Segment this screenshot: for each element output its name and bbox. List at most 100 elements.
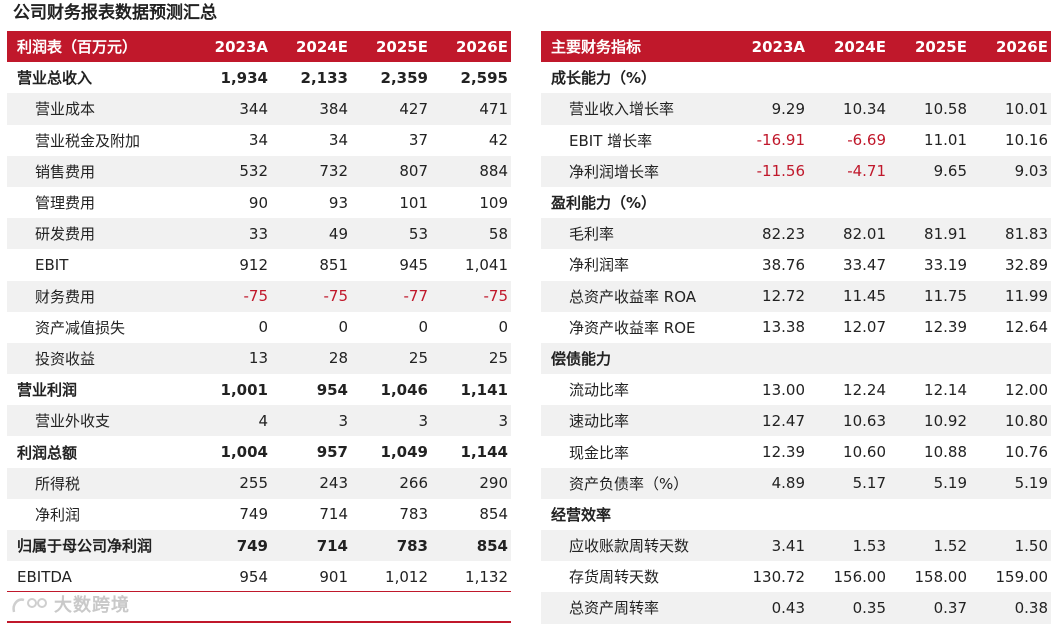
table-row: 资产减值损失 0 0 0 0 (7, 312, 511, 343)
cell-value: 81.91 (889, 218, 970, 250)
cell-value (970, 62, 1051, 93)
cell-value: 12.72 (727, 280, 808, 312)
cell-value: 0.37 (889, 592, 970, 624)
row-label: 净利润率 (569, 256, 630, 275)
cell-value: 957 (316, 443, 348, 462)
table-row: 营业成本 344 384 427 471 (7, 93, 511, 125)
cell-value: 1,934 (220, 68, 268, 87)
cell-value: 109 (479, 193, 508, 212)
financial-indicators-table: 主要财务指标 2023A 2024E 2025E 2026E 成长能力（%） 营业收入增长率… (541, 31, 1051, 624)
cell-value (889, 62, 970, 93)
cell-value: 12.39 (762, 443, 805, 462)
cell-value: 4 (191, 405, 271, 437)
cell-value (970, 187, 1051, 218)
row-label: 营业外收支 (7, 405, 191, 437)
cell-value: 81.83 (970, 218, 1051, 250)
cell-value: 732 (271, 155, 351, 187)
cell-value: -75 (431, 280, 511, 312)
cell-value: 34 (248, 131, 268, 150)
header-year: 2023A (191, 31, 271, 63)
row-label: EBIT (35, 255, 69, 274)
cell-value: -4.71 (808, 155, 889, 187)
cell-value: 42 (488, 131, 508, 150)
table-header-row: 主要财务指标 2023A 2024E 2025E 2026E (541, 31, 1051, 63)
table-row: 销售费用 532 732 807 884 (7, 155, 511, 187)
cell-value (727, 187, 808, 218)
cell-value: 158.00 (914, 567, 968, 586)
table-row: 存货周转天数 130.72 156.00 158.00 159.00 (541, 561, 1051, 592)
row-label: 毛利率 (541, 218, 727, 250)
cell-value: 53 (351, 218, 431, 250)
cell-value (970, 342, 1051, 375)
row-label: 利润总额 (17, 443, 78, 462)
row-label: 净利润增长率 (541, 155, 727, 187)
header-label: 利润表（百万元） (7, 31, 191, 63)
cell-value: 82.01 (808, 218, 889, 250)
cell-value: 159.00 (995, 567, 1049, 586)
income-statement-table: 利润表（百万元） 2023A 2024E 2025E 2026E 营业总收入 1,934 2,… (7, 31, 511, 592)
cell-value (808, 62, 889, 93)
table-row: 经营效率 (541, 499, 1051, 530)
table-row: 营业总收入 1,934 2,133 2,359 2,595 (7, 62, 511, 93)
table-row: 利润总额 1,004 957 1,049 1,144 (7, 436, 511, 467)
cell-value: 783 (351, 530, 431, 562)
header-year: 2024E (808, 31, 889, 63)
cell-value: 33 (191, 218, 271, 250)
row-label: 营业利润 (17, 381, 78, 400)
cell-value: 11.99 (970, 280, 1051, 312)
cell-value: 290 (431, 467, 511, 499)
cell-value: 13 (191, 342, 271, 375)
cell-value: 471 (431, 93, 511, 125)
cell-value: 2,359 (380, 68, 428, 87)
cell-value: 912 (239, 255, 268, 274)
cell-value (808, 499, 889, 530)
table-row: 营业利润 1,001 954 1,046 1,141 (7, 374, 511, 405)
cell-value: 749 (239, 505, 268, 524)
cell-value: 28 (271, 342, 351, 375)
cell-value: 0.35 (808, 592, 889, 624)
cell-value: 807 (351, 155, 431, 187)
cell-value: 1,001 (220, 380, 268, 399)
cell-value: 11.01 (924, 131, 967, 150)
table-row: 投资收益 13 28 25 25 (7, 342, 511, 375)
cell-value: 1,046 (380, 380, 428, 399)
page-title: 公司财务报表数据预测汇总 (13, 3, 217, 23)
cell-value: -75 (271, 280, 351, 312)
table-row: 速动比率 12.47 10.63 10.92 10.80 (541, 405, 1051, 437)
watermark-logo-icon (12, 598, 47, 613)
cell-value: -75 (191, 280, 271, 312)
row-label: 营业收入增长率 (541, 93, 727, 125)
table-row: EBIT 912 851 945 1,041 (7, 249, 511, 280)
table-row: 毛利率 82.23 82.01 81.91 81.83 (541, 218, 1051, 250)
cell-value: 783 (399, 505, 428, 524)
table-bottom-rule-thick (7, 621, 511, 623)
cell-value: 0.38 (970, 592, 1051, 624)
cell-value: 10.34 (808, 93, 889, 125)
table-row: 所得税 255 243 266 290 (7, 467, 511, 499)
cell-value: -6.69 (847, 131, 886, 150)
cell-value: 10.92 (889, 405, 970, 437)
table-row: 总资产周转率 0.43 0.35 0.37 0.38 (541, 592, 1051, 624)
table-row: 流动比率 13.00 12.24 12.14 12.00 (541, 374, 1051, 405)
cell-value: 5.17 (808, 467, 889, 499)
cell-value: 12.64 (1005, 318, 1048, 337)
cell-value: 33.19 (924, 255, 967, 274)
cell-value: 4.89 (727, 467, 808, 499)
cell-value: 10.60 (843, 443, 886, 462)
cell-value: 1,004 (220, 443, 268, 462)
cell-value: 1,144 (460, 443, 508, 462)
cell-value: 10.01 (970, 93, 1051, 125)
header-year: 2025E (351, 31, 431, 63)
header-year: 2025E (889, 31, 970, 63)
row-label: EBIT 增长率 (569, 131, 653, 150)
table-row: 研发费用 33 49 53 58 (7, 218, 511, 250)
cell-value: 34 (328, 131, 348, 150)
cell-value: 749 (191, 530, 271, 562)
cell-value: 13.38 (762, 318, 805, 337)
row-label: 现金比率 (569, 443, 630, 462)
cell-value: 243 (271, 467, 351, 499)
table-row: 财务费用 -75 -75 -77 -75 (7, 280, 511, 312)
header-label: 主要财务指标 (541, 31, 727, 63)
cell-value: 1,141 (460, 380, 508, 399)
cell-value: 851 (319, 255, 348, 274)
